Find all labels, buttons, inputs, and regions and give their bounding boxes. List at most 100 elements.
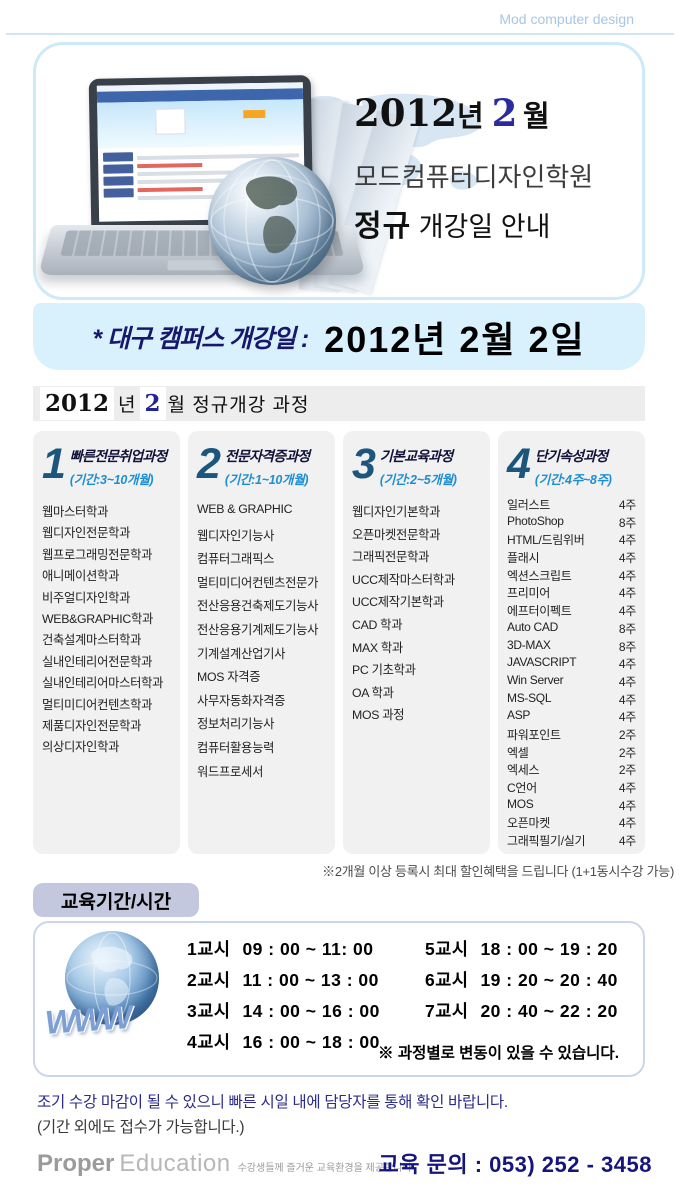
- column-header: 2 전문자격증과정 (기간:1~10개월): [197, 443, 329, 488]
- course-name: MS-SQL: [507, 690, 552, 705]
- course-item: 애니메이션학과: [42, 569, 120, 584]
- course-item: 실내인테리어전문학과: [42, 654, 153, 669]
- www-text: WWW: [43, 998, 131, 1041]
- course-item: HTML/드림위버 4주: [507, 531, 639, 549]
- column-period: (기간:1~10개월): [224, 473, 309, 487]
- course-item: 웹프로그래밍전문학과: [42, 547, 153, 562]
- column-number: 4: [507, 440, 531, 488]
- course-item: MOS 과정: [352, 708, 405, 723]
- course-weeks: 2주: [618, 727, 636, 742]
- column-title: 빠른전문취업과정: [69, 448, 167, 464]
- course-weeks: 8주: [618, 639, 636, 654]
- column-period: (기간:4주~8주): [534, 473, 612, 487]
- course-item: UCC제작기본학과: [352, 595, 444, 610]
- course-item: 오픈마켓 4주: [507, 814, 639, 832]
- course-item: 사무자동화자격증: [197, 693, 286, 708]
- globe-image: [208, 157, 336, 285]
- course-item: 엑세스 2주: [507, 761, 639, 779]
- course-item: 플래시 4주: [507, 549, 639, 567]
- header-subtitle: 정규 개강일 안내: [354, 201, 640, 245]
- column-number: 1: [42, 440, 66, 488]
- proper-education-logo: Proper Education 수강생들께 즐거운 교육환경을 제공합니다: [37, 1150, 412, 1178]
- course-weeks: 4주: [618, 674, 636, 689]
- course-name: 3D-MAX: [507, 637, 551, 652]
- banner-label: * 대구 캠퍼스 개강일 :: [92, 324, 309, 353]
- course-item: OA 학과: [352, 685, 394, 700]
- course-name: MOS: [507, 796, 534, 811]
- course-name: ASP: [507, 708, 531, 723]
- header-year-suffix: 년: [456, 99, 484, 133]
- header-title-block: 2012년 2 월 모드컴퓨터디자인학원 정규 개강일 안내: [354, 91, 640, 245]
- header-box: 2012년 2 월 모드컴퓨터디자인학원 정규 개강일 안내: [33, 42, 645, 300]
- course-item: MOS 4주: [507, 797, 639, 815]
- course-item: 전산응용건축제도기능사: [197, 599, 319, 614]
- course-item: 멀티미디어컨텐츠학과: [42, 697, 153, 712]
- course-item: MOS 자격증: [197, 670, 261, 685]
- period-time: 18 : 00 ~ 19 : 20: [480, 939, 618, 959]
- period-time: 11 : 00 ~ 13 : 00: [242, 970, 379, 990]
- banner-date: 2012년 2월 2일: [324, 318, 586, 360]
- column-basic-education: 3 기본교육과정 (기간:2~5개월) 웹디자인기본학과 오픈마켓전문학과 그래…: [343, 431, 490, 854]
- course-item: MS-SQL 4주: [507, 691, 639, 709]
- course-item: 컴퓨터그래픽스: [197, 552, 275, 567]
- column-header: 4 단기속성과정 (기간:4주~8주): [507, 443, 639, 488]
- period-time: 20 : 40 ~ 22 : 20: [480, 1001, 618, 1021]
- period-time: 09 : 00 ~ 11: 00: [242, 939, 374, 959]
- course-name: 일러스트: [507, 498, 550, 512]
- course-name: 오픈마켓: [507, 816, 550, 831]
- course-item: CAD 학과: [352, 617, 403, 632]
- course-item: 비주얼디자인학과: [42, 590, 131, 605]
- logo-light-text: Education: [119, 1150, 231, 1177]
- course-item: PC 기초학과: [352, 663, 416, 678]
- schedule-badge: 교육기간/시간: [33, 883, 199, 917]
- course-list: 일러스트 4주 PhotoShop 8주 HTML/드림위버 4주 플래시 4주 엑션스…: [507, 496, 639, 850]
- course-name: Auto CAD: [507, 619, 558, 634]
- course-columns: 1 빠른전문취업과정 (기간:3~10개월) 웹마스터학과 웹디자인전문학과 웹…: [33, 431, 645, 854]
- course-item: JAVASCRIPT 4주: [507, 655, 639, 673]
- section-year: 2012: [40, 387, 115, 420]
- course-weeks: 4주: [618, 498, 636, 512]
- header-year: 2012: [354, 91, 457, 135]
- column-number: 2: [197, 440, 221, 488]
- schedule-box: WWW 1교시 09 : 00 ~ 11: 00 2교시 11 : 00 ~ 13 …: [33, 921, 645, 1077]
- course-weeks: 4주: [618, 586, 636, 601]
- course-item: Win Server 4주: [507, 673, 639, 691]
- course-weeks: 4주: [618, 781, 636, 795]
- header-month: 2: [491, 91, 518, 135]
- time-row: 3교시 14 : 00 ~ 16 : 00: [187, 998, 425, 1029]
- period-label: 3교시: [187, 1001, 231, 1021]
- period-label: 4교시: [187, 1032, 231, 1052]
- time-row: 4교시 16 : 00 ~ 18 : 00: [187, 1029, 425, 1060]
- course-weeks: 4주: [618, 551, 636, 566]
- course-name: 프리미어: [507, 586, 550, 601]
- column-title: 단기속성과정: [534, 448, 608, 464]
- brand-text: Mod computer design: [499, 11, 634, 27]
- discount-note: ※2개월 이상 등록시 최대 할인혜택을 드립니다 (1+1동시수강 가능): [322, 864, 674, 879]
- class-times-right: 5교시 18 : 00 ~ 19 : 20 6교시 19 : 20 ~ 20 : 4…: [425, 936, 618, 1060]
- column-title: 전문자격증과정: [224, 448, 310, 464]
- course-weeks: 4주: [618, 710, 636, 725]
- course-item: 워드프로세서: [197, 764, 264, 779]
- class-times: 1교시 09 : 00 ~ 11: 00 2교시 11 : 00 ~ 13 : 00…: [187, 936, 618, 1060]
- course-item: 전산응용기계제도기능사: [197, 622, 319, 637]
- period-time: 16 : 00 ~ 18 : 00: [242, 1032, 380, 1052]
- notice-line-2: (기간 외에도 접수가 가능합니다.): [37, 1119, 245, 1136]
- course-weeks: 4주: [618, 798, 636, 813]
- header-date-title: 2012년 2 월: [354, 91, 640, 135]
- period-time: 19 : 20 ~ 20 : 40: [480, 970, 618, 990]
- header-month-suffix: 월: [523, 99, 550, 133]
- course-item: 일러스트 4주: [507, 496, 639, 514]
- course-item: MAX 학과: [352, 640, 403, 655]
- period-time: 14 : 00 ~ 16 : 00: [242, 1001, 380, 1021]
- course-item: 그래픽필기/실기 4주: [507, 832, 639, 850]
- course-list: 웹디자인기본학과 오픈마켓전문학과 그래픽전문학과 UCC제작마스터학과 UCC…: [352, 502, 484, 728]
- course-item: 의상디자인학과: [42, 740, 120, 755]
- column-short-intensive: 4 단기속성과정 (기간:4주~8주) 일러스트 4주 PhotoShop 8주 H…: [498, 431, 645, 854]
- course-name: Win Server: [507, 672, 564, 687]
- course-item: Auto CAD 8주: [507, 620, 639, 638]
- class-times-left: 1교시 09 : 00 ~ 11: 00 2교시 11 : 00 ~ 13 : 00…: [187, 936, 425, 1060]
- course-item: 엑션스크립트 4주: [507, 567, 639, 585]
- www-globe-image: [65, 931, 159, 1025]
- top-divider: [6, 33, 674, 35]
- course-weeks: 4주: [618, 692, 636, 707]
